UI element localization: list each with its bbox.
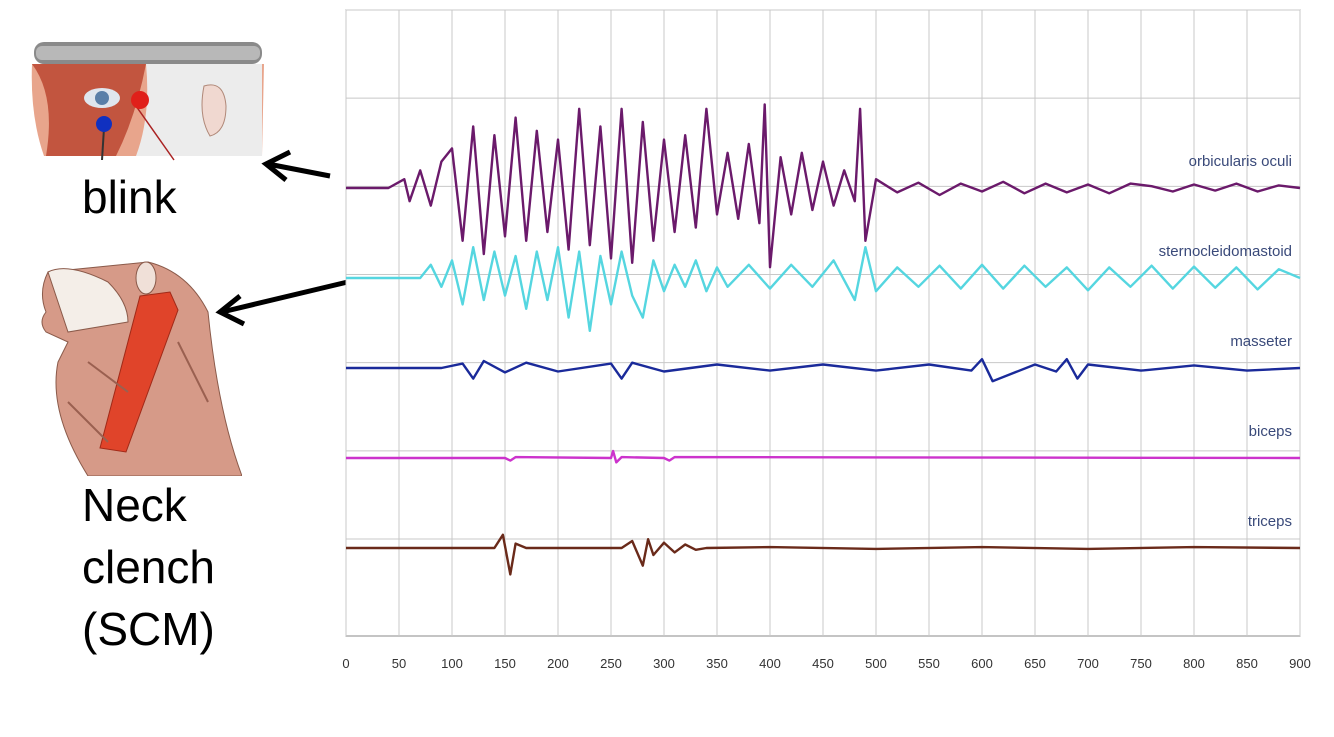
- x-tick-label: 700: [1077, 656, 1099, 671]
- series-label: orbicularis oculi: [1189, 153, 1292, 170]
- emg-chart: 0 50 100 150 200 250 300 350 400 450 500 550 600 650 7…: [342, 9, 1311, 671]
- arrow-to-blink-icon: [261, 149, 331, 182]
- x-tick-label: 0: [342, 656, 349, 671]
- x-tick-label: 50: [392, 656, 406, 671]
- neck-clench-caption: Neck clench (SCM): [82, 479, 215, 655]
- x-tick-label: 350: [706, 656, 728, 671]
- arrow-to-neck-icon: [215, 277, 357, 327]
- series-line: [346, 358, 1301, 383]
- electrode-blue-icon: [96, 116, 112, 132]
- x-tick-label: 650: [1024, 656, 1046, 671]
- head-anatomy-illustration: [31, 42, 264, 161]
- x-tick-label: 600: [971, 656, 993, 671]
- x-tick-label: 400: [759, 656, 781, 671]
- x-tick-label: 550: [918, 656, 940, 671]
- series-label: biceps: [1249, 423, 1292, 440]
- x-tick-label: 500: [865, 656, 887, 671]
- electrode-red-icon: [131, 91, 149, 109]
- series-label: triceps: [1248, 513, 1292, 530]
- series-line: [346, 533, 1301, 576]
- neck-anatomy-illustration: [41, 261, 242, 476]
- series-label: sternocleidomastoid: [1159, 243, 1292, 260]
- x-tick-label: 150: [494, 656, 516, 671]
- series-line: [346, 449, 1301, 464]
- x-tick-label: 750: [1130, 656, 1152, 671]
- x-tick-label: 100: [441, 656, 463, 671]
- x-tick-label: 850: [1236, 656, 1258, 671]
- series-label: masseter: [1230, 333, 1292, 350]
- blink-caption: blink: [82, 171, 177, 223]
- x-tick-label: 250: [600, 656, 622, 671]
- x-tick-label: 300: [653, 656, 675, 671]
- x-tick-label: 450: [812, 656, 834, 671]
- series-line: [346, 103, 1301, 269]
- x-tick-label: 900: [1289, 656, 1311, 671]
- series-line: [346, 246, 1301, 332]
- x-tick-label: 200: [547, 656, 569, 671]
- x-tick-label: 800: [1183, 656, 1205, 671]
